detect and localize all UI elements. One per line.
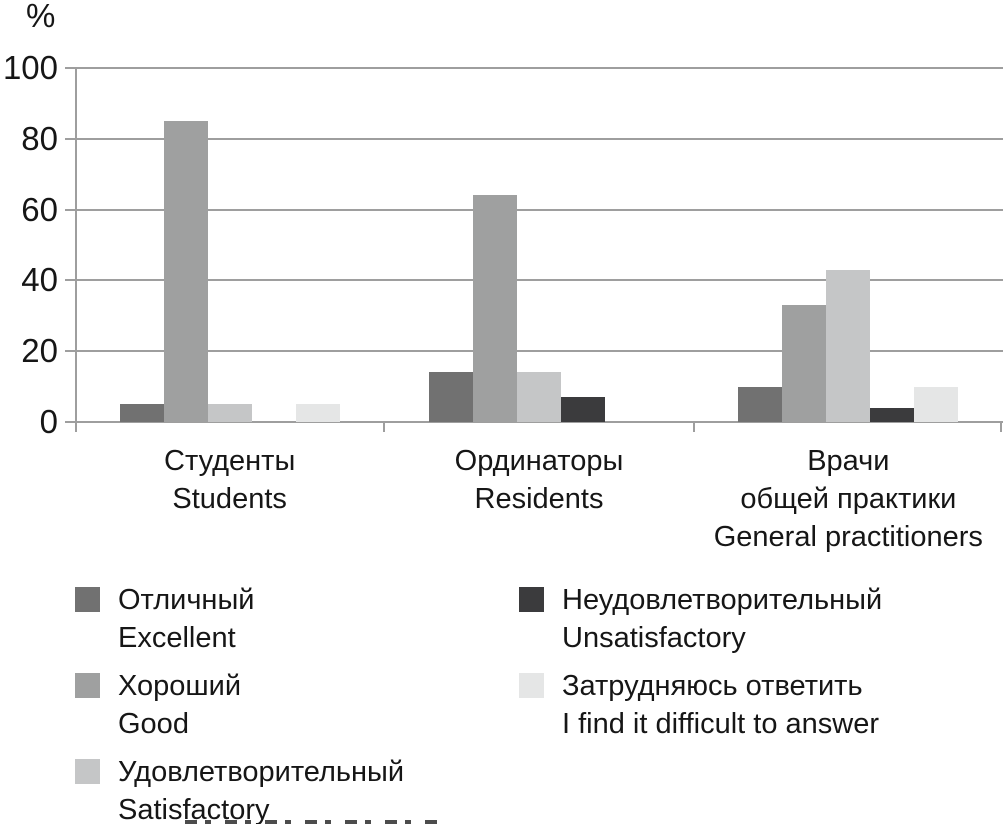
bar-general-practitioners-excellent	[738, 386, 783, 422]
category-label-general-practitioners: Врачи общей практики General practitioners	[714, 442, 983, 556]
legend-item-unsatisfactory: Неудовлетворительный Unsatisfactory	[519, 581, 882, 657]
y-axis-tick-label-40: 40	[21, 261, 58, 299]
bar-general-practitioners-satisfactory	[826, 269, 871, 422]
y-axis-tick-0	[65, 421, 75, 423]
y-axis-tick-label-60: 60	[21, 190, 58, 228]
plot-area	[65, 67, 1003, 432]
legend-label-line: Неудовлетворительный	[562, 584, 883, 616]
legend-item-good: Хороший Good	[75, 667, 241, 743]
legend-label-line: Отличный	[118, 584, 255, 616]
category-label-line: General practitioners	[713, 521, 983, 553]
legend-label-line: Unsatisfactory	[562, 622, 746, 654]
category-label-line: общей практики	[740, 483, 957, 515]
legend-item-excellent: Отличный Excellent	[75, 581, 255, 657]
y-axis-unit-label: %	[26, 0, 56, 34]
category-label-residents: Ординаторы Residents	[455, 442, 624, 518]
x-axis-boundary-tick-3	[1000, 422, 1002, 432]
bar-residents-good	[473, 195, 517, 422]
y-axis-tick-100	[65, 67, 75, 69]
category-label-line: Студенты	[164, 445, 296, 477]
bar-general-practitioners-difficult	[914, 386, 959, 422]
legend-label-good: Хороший Good	[118, 667, 241, 743]
bar-students-difficult	[295, 404, 340, 422]
x-axis-boundary-tick-1	[383, 422, 386, 432]
cropped-text-artifact	[185, 820, 443, 824]
category-label-students: Студенты Students	[164, 442, 295, 518]
legend-label-line: Excellent	[118, 622, 236, 654]
legend-label-line: Satisfactory	[118, 794, 270, 824]
bar-students-satisfactory	[207, 404, 252, 422]
legend-label-line: Хороший	[118, 670, 242, 702]
y-axis-tick-40	[65, 279, 75, 282]
legend-label-line: Good	[118, 708, 189, 740]
category-label-line: Врачи	[807, 445, 890, 477]
legend-swatch-unsatisfactory	[519, 587, 544, 612]
legend-label-excellent: Отличный Excellent	[118, 581, 255, 657]
gridline-0	[75, 421, 1003, 423]
y-axis-tick-label-80: 80	[21, 119, 58, 157]
legend-swatch-good	[75, 673, 100, 698]
y-axis-tick-20	[65, 350, 75, 353]
bar-residents-unsatisfactory	[561, 397, 605, 422]
y-axis-line	[75, 68, 77, 432]
bar-residents-satisfactory	[517, 372, 561, 422]
x-axis-boundary-tick-0	[75, 422, 77, 432]
bar-students-excellent	[119, 404, 164, 422]
legend-swatch-excellent	[75, 587, 100, 612]
bar-general-practitioners-good	[782, 305, 827, 422]
legend-label-unsatisfactory: Неудовлетворительный Unsatisfactory	[562, 581, 882, 657]
y-axis-tick-60	[65, 208, 75, 211]
category-label-line: Ординаторы	[454, 445, 624, 477]
gridline-80	[75, 137, 1003, 140]
legend-label-line: I find it difficult to answer	[562, 708, 880, 740]
y-axis-tick-80	[65, 137, 75, 140]
x-axis-boundary-tick-2	[692, 422, 695, 432]
bar-general-practitioners-unsatisfactory	[870, 407, 915, 422]
legend-label-difficult: Затрудняюсь ответить I find it difficult …	[562, 667, 879, 743]
y-axis-tick-label-100: 100	[2, 49, 58, 86]
gridline-40	[75, 279, 1003, 282]
gridline-20	[75, 350, 1003, 353]
bar-students-good	[163, 121, 208, 422]
legend-label-line: Удовлетворительный	[118, 756, 405, 788]
legend-label-line: Затрудняюсь ответить	[562, 670, 863, 702]
legend-swatch-satisfactory	[75, 759, 100, 784]
bar-residents-excellent	[429, 372, 473, 422]
legend-item-difficult: Затрудняюсь ответить I find it difficult …	[519, 667, 879, 743]
legend-label-satisfactory: Удовлетворительный Satisfactory	[118, 753, 404, 824]
legend-item-satisfactory: Удовлетворительный Satisfactory	[75, 753, 404, 824]
y-axis-tick-label-20: 20	[21, 332, 58, 370]
y-axis-tick-label-0: 0	[39, 403, 58, 440]
gridline-100	[75, 67, 1003, 69]
legend-swatch-difficult	[519, 673, 544, 698]
gridline-60	[75, 208, 1003, 211]
category-label-line: Residents	[474, 483, 604, 515]
category-label-line: Students	[172, 483, 287, 515]
